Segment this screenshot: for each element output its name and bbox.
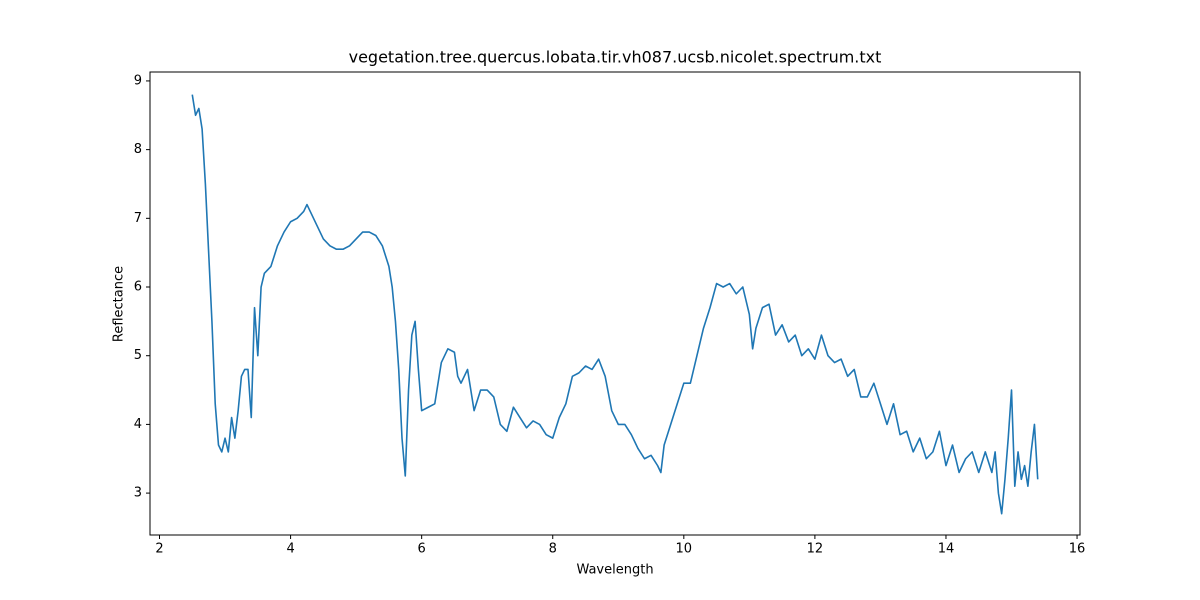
y-tick-label: 8 <box>134 142 142 157</box>
x-tick-label: 14 <box>938 542 955 557</box>
y-tick-label: 4 <box>134 417 142 432</box>
axes-frame <box>149 71 1081 536</box>
x-tick-label: 12 <box>807 542 824 557</box>
x-tick-label: 6 <box>418 542 426 557</box>
chart-title: vegetation.tree.quercus.lobata.tir.vh087… <box>349 48 882 67</box>
x-tick-label: 2 <box>155 542 163 557</box>
y-tick-label: 6 <box>134 280 142 295</box>
y-tick-label: 7 <box>134 211 142 226</box>
x-tick-label: 8 <box>549 542 557 557</box>
x-tick-label: 4 <box>286 542 294 557</box>
y-tick-label: 3 <box>134 486 142 501</box>
x-tick-label: 10 <box>676 542 693 557</box>
y-tick-label: 9 <box>134 73 142 88</box>
x-tick-label: 16 <box>1069 542 1086 557</box>
y-tick-label: 5 <box>134 348 142 363</box>
x-axis-label: Wavelength <box>576 563 653 578</box>
data-line <box>191 94 1039 515</box>
y-axis-label: Reflectance <box>112 266 127 342</box>
